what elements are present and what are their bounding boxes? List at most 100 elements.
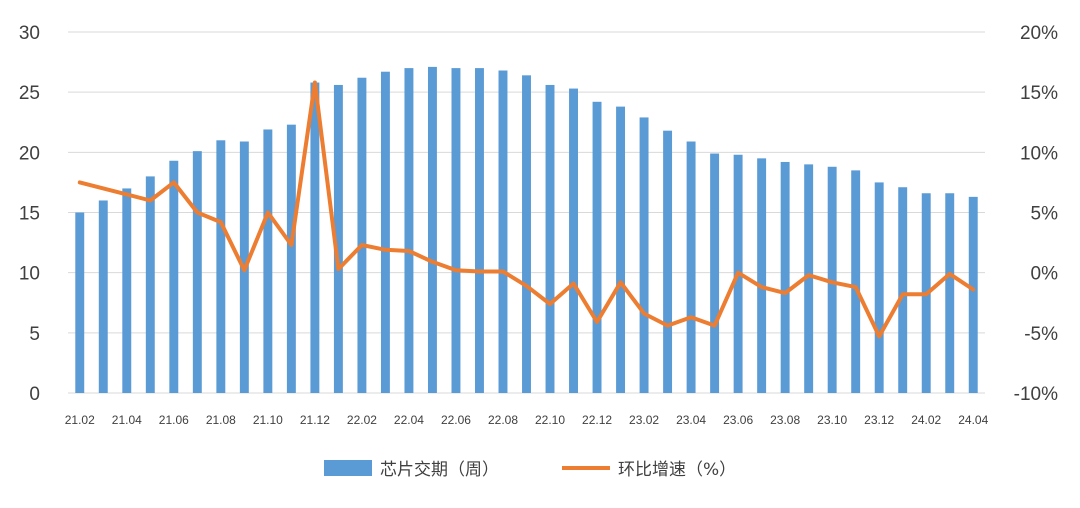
line-point [266, 211, 270, 214]
bar [780, 161, 790, 393]
bar [804, 164, 814, 393]
x-tick-label: 23.06 [723, 413, 753, 427]
right-tick-label: 5% [1031, 204, 1059, 225]
bar [357, 77, 367, 393]
bar [263, 129, 273, 393]
x-tick-label: 21.10 [253, 413, 283, 427]
x-tick-label: 23.02 [629, 413, 659, 427]
line-point [477, 269, 481, 273]
right-tick-label: 15% [1020, 83, 1058, 104]
right-tick-label: 10% [1020, 143, 1058, 164]
x-tick-label: 22.06 [441, 413, 471, 427]
line-point [901, 292, 905, 296]
line-point [548, 302, 552, 306]
x-axis: 21.02 21.04 21.06 21.08 21.10 21.12 22.02 22.04… [65, 413, 989, 427]
x-tick-label: 23.12 [864, 413, 894, 427]
bar [475, 68, 484, 393]
x-tick-label: 22.08 [488, 413, 518, 427]
bar [522, 75, 531, 393]
line-point [595, 320, 599, 324]
line-point [219, 220, 223, 224]
left-tick-label: 30 [19, 23, 40, 44]
left-tick-label: 25 [19, 83, 40, 104]
right-tick-label: 20% [1020, 23, 1058, 44]
bar [592, 101, 602, 393]
right-tick-label: 0% [1031, 264, 1059, 285]
x-tick-label: 22.04 [394, 413, 424, 427]
bar [686, 141, 696, 393]
bar [569, 88, 578, 393]
line-point [948, 272, 952, 276]
line-point [854, 285, 858, 289]
line-point [336, 267, 340, 271]
line-point [407, 249, 411, 253]
bar [498, 70, 508, 394]
bar [851, 170, 861, 393]
line-point [360, 243, 364, 247]
x-tick-label: 21.06 [159, 413, 189, 427]
bar [639, 117, 649, 393]
line-point [666, 324, 670, 328]
line-point [736, 271, 740, 275]
line-point [971, 288, 975, 292]
line-point [783, 291, 787, 295]
line-point [148, 198, 152, 202]
line-point [877, 334, 881, 338]
line-point [924, 292, 928, 296]
line-point [807, 273, 811, 277]
right-axis: -10% -5% 0% 5% 10% 15% 20% [1014, 23, 1058, 405]
x-tick-label: 23.04 [676, 413, 706, 427]
bar [380, 71, 390, 394]
bar [827, 166, 837, 393]
line-point [195, 211, 199, 214]
line-point [430, 260, 434, 264]
line-point [713, 324, 717, 328]
line-point [525, 284, 528, 288]
left-tick-label: 15 [19, 204, 40, 225]
bar [451, 68, 461, 393]
line-point [101, 186, 105, 190]
bar [616, 106, 626, 394]
x-tick-label: 24.02 [911, 413, 941, 427]
bar [122, 188, 132, 393]
bar [898, 187, 908, 393]
left-tick-label: 20 [19, 143, 40, 164]
bar [286, 124, 296, 393]
legend-line-label: 环比增速（%） [618, 460, 736, 480]
line-point [501, 269, 505, 273]
bar [145, 176, 155, 393]
x-tick-label: 23.10 [817, 413, 847, 427]
line-point [125, 192, 129, 196]
x-tick-label: 21.12 [300, 413, 330, 427]
x-tick-label: 22.02 [347, 413, 377, 427]
bar [663, 130, 673, 393]
bar [945, 193, 955, 393]
line-point [289, 243, 293, 247]
bar [98, 200, 108, 393]
left-tick-label: 10 [19, 264, 40, 285]
line-point [830, 280, 834, 284]
legend-bar-label: 芯片交期（周） [380, 460, 499, 480]
line-point [689, 315, 693, 319]
right-tick-label: -10% [1014, 384, 1058, 405]
bar [427, 66, 437, 393]
line-point [313, 81, 317, 85]
bar [968, 196, 978, 393]
left-tick-label: 5 [29, 324, 40, 345]
line-point [383, 248, 387, 252]
x-tick-label: 21.08 [206, 413, 236, 427]
line-point [242, 268, 246, 272]
x-tick-label: 21.04 [112, 413, 142, 427]
x-tick-label: 22.10 [535, 413, 565, 427]
bar [75, 212, 85, 393]
right-tick-label: -5% [1024, 324, 1058, 345]
bar [169, 160, 179, 393]
bar-series [75, 66, 978, 394]
line-point [760, 285, 764, 289]
bar [216, 140, 226, 393]
bar [874, 182, 884, 393]
left-tick-label: 0 [29, 384, 40, 405]
line-point [572, 281, 576, 285]
bar [192, 151, 202, 393]
